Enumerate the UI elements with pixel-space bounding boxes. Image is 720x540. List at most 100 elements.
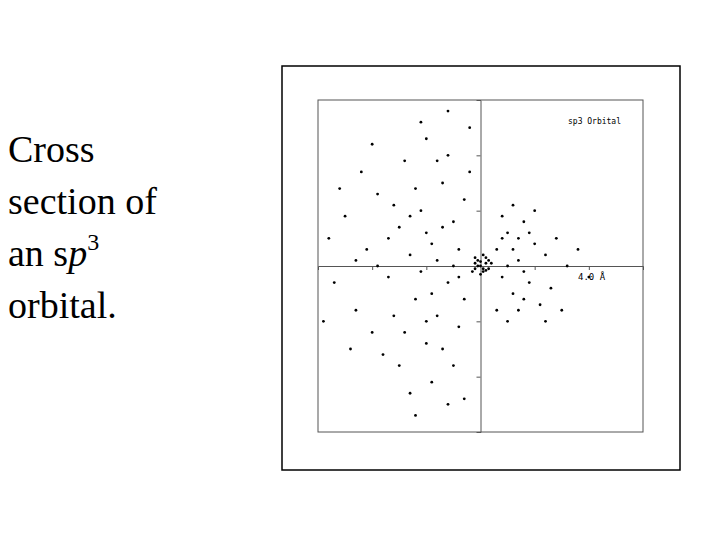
- point: [555, 237, 558, 240]
- point: [522, 298, 525, 301]
- caption-line: orbital.: [8, 284, 117, 326]
- point: [409, 254, 412, 257]
- point: [485, 262, 488, 265]
- point: [441, 348, 444, 351]
- point: [447, 403, 450, 406]
- point: [392, 314, 395, 317]
- point: [457, 325, 460, 328]
- point: [414, 414, 417, 417]
- point: [387, 237, 390, 240]
- point: [517, 237, 520, 240]
- point: [474, 262, 477, 265]
- point: [430, 242, 433, 245]
- point: [468, 126, 471, 129]
- point: [365, 248, 368, 251]
- point: [533, 209, 536, 212]
- point: [457, 276, 460, 279]
- point: [360, 171, 363, 174]
- point: [452, 265, 455, 268]
- point: [482, 267, 485, 270]
- point: [322, 320, 325, 323]
- caption-line: Cross: [8, 128, 95, 170]
- point: [577, 248, 580, 251]
- tick-mark: [372, 266, 373, 270]
- point: [414, 187, 417, 190]
- slide: Crosssection ofan sp3orbital.sp3 Orbital…: [0, 0, 720, 540]
- point: [355, 309, 358, 312]
- point: [436, 159, 439, 162]
- point: [463, 198, 466, 201]
- point: [482, 270, 485, 273]
- tick: [426, 266, 427, 270]
- tick-mark: [477, 211, 481, 212]
- point: [398, 226, 401, 229]
- point: [447, 154, 450, 157]
- point: [430, 292, 433, 295]
- point: [506, 265, 509, 268]
- point: [476, 259, 479, 262]
- tick: [477, 211, 481, 212]
- tick: [372, 266, 373, 270]
- point: [371, 331, 374, 334]
- point: [436, 259, 439, 262]
- point: [501, 215, 504, 218]
- point: [425, 231, 428, 234]
- tick: [477, 155, 481, 156]
- point: [452, 220, 455, 223]
- caption-italic: p: [65, 232, 87, 274]
- point: [506, 320, 509, 323]
- point: [371, 143, 374, 146]
- point: [463, 298, 466, 301]
- point: [403, 159, 406, 162]
- tick: [477, 377, 481, 378]
- axis-line: [477, 101, 482, 433]
- point: [522, 220, 525, 223]
- point: [349, 348, 352, 351]
- tick-mark: [589, 266, 590, 270]
- point: [425, 320, 428, 323]
- point: [522, 270, 525, 273]
- point: [425, 137, 428, 140]
- point: [441, 226, 444, 229]
- point: [392, 204, 395, 207]
- point: [485, 269, 488, 272]
- point: [550, 287, 553, 290]
- point: [544, 320, 547, 323]
- point: [376, 265, 379, 268]
- caption-superscript: 3: [87, 229, 99, 255]
- points: [322, 110, 590, 417]
- point: [387, 276, 390, 279]
- tick-mark: [477, 155, 481, 156]
- tick-mark: [477, 377, 481, 378]
- point: [490, 262, 493, 265]
- point: [463, 397, 466, 400]
- point: [409, 215, 412, 218]
- tick-mark: [426, 266, 427, 270]
- point: [474, 267, 477, 270]
- annotation: 4.0 Å: [578, 271, 606, 282]
- point: [382, 353, 385, 356]
- point: [487, 267, 490, 270]
- point: [479, 265, 482, 268]
- point: [447, 281, 450, 284]
- point: [403, 331, 406, 334]
- point: [539, 303, 542, 306]
- point: [495, 309, 498, 312]
- point: [344, 215, 347, 218]
- caption-line: an s: [8, 232, 68, 274]
- tick-mark: [535, 266, 536, 270]
- point: [528, 231, 531, 234]
- picture-frame: [282, 66, 680, 470]
- point: [430, 381, 433, 384]
- point: [420, 121, 423, 124]
- point: [487, 259, 490, 262]
- plot-frame: [318, 100, 643, 432]
- point: [457, 248, 460, 251]
- point: [452, 364, 455, 367]
- point: [482, 254, 485, 257]
- point: [338, 187, 341, 190]
- point: [420, 209, 423, 212]
- tick-mark: [477, 321, 481, 322]
- point: [479, 260, 482, 263]
- caption: Crosssection ofan sp3orbital.: [8, 128, 157, 326]
